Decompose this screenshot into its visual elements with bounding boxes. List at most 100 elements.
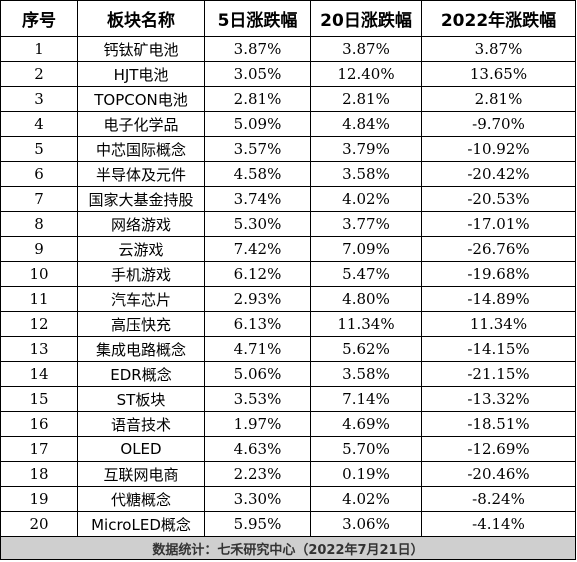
change-2022-cell: -13.32%: [421, 386, 576, 412]
table-row: 6 半导体及元件 4.58% 3.58% -20.42%: [0, 161, 576, 187]
table-row: 14 EDR概念 5.06% 3.58% -21.15%: [0, 361, 576, 387]
header-sector-name: 板块名称: [77, 0, 205, 37]
change-20day-cell: 3.58%: [310, 161, 422, 187]
row-index-cell: 4: [0, 111, 78, 137]
sector-name-cell: MicroLED概念: [77, 511, 205, 537]
table-row: 19 代糖概念 3.30% 4.02% -8.24%: [0, 486, 576, 512]
change-2022-cell: 13.65%: [421, 61, 576, 87]
change-20day-cell: 4.69%: [310, 411, 422, 437]
change-2022-cell: -26.76%: [421, 236, 576, 262]
change-2022-cell: -4.14%: [421, 511, 576, 537]
change-2022-cell: -19.68%: [421, 261, 576, 287]
change-5day-cell: 2.93%: [204, 286, 311, 312]
change-20day-cell: 0.19%: [310, 461, 422, 487]
sector-name-cell: 高压快充: [77, 311, 205, 337]
change-20day-cell: 3.06%: [310, 511, 422, 537]
sector-name-cell: OLED: [77, 436, 205, 462]
row-index-cell: 17: [0, 436, 78, 462]
change-2022-cell: -20.42%: [421, 161, 576, 187]
change-2022-cell: -14.15%: [421, 336, 576, 362]
change-5day-cell: 4.63%: [204, 436, 311, 462]
table-row: 8 网络游戏 5.30% 3.77% -17.01%: [0, 211, 576, 237]
change-20day-cell: 12.40%: [310, 61, 422, 87]
change-2022-cell: -20.53%: [421, 186, 576, 212]
row-index-cell: 19: [0, 486, 78, 512]
change-5day-cell: 1.97%: [204, 411, 311, 437]
change-20day-cell: 4.02%: [310, 186, 422, 212]
change-2022-cell: -12.69%: [421, 436, 576, 462]
table-row: 4 电子化学品 5.09% 4.84% -9.70%: [0, 111, 576, 137]
change-20day-cell: 7.09%: [310, 236, 422, 262]
row-index-cell: 13: [0, 336, 78, 362]
change-2022-cell: -21.15%: [421, 361, 576, 387]
sector-name-cell: 代糖概念: [77, 486, 205, 512]
sector-name-cell: 半导体及元件: [77, 161, 205, 187]
table-row: 9 云游戏 7.42% 7.09% -26.76%: [0, 236, 576, 262]
change-20day-cell: 5.47%: [310, 261, 422, 287]
row-index-cell: 9: [0, 236, 78, 262]
change-20day-cell: 4.02%: [310, 486, 422, 512]
change-2022-cell: 2.81%: [421, 86, 576, 112]
change-5day-cell: 6.12%: [204, 261, 311, 287]
row-index-cell: 16: [0, 411, 78, 437]
table-row: 7 国家大基金持股 3.74% 4.02% -20.53%: [0, 186, 576, 212]
change-20day-cell: 4.84%: [310, 111, 422, 137]
row-index-cell: 15: [0, 386, 78, 412]
change-5day-cell: 3.30%: [204, 486, 311, 512]
change-5day-cell: 5.09%: [204, 111, 311, 137]
sector-name-cell: 互联网电商: [77, 461, 205, 487]
row-index-cell: 14: [0, 361, 78, 387]
change-5day-cell: 3.05%: [204, 61, 311, 87]
change-2022-cell: -8.24%: [421, 486, 576, 512]
change-5day-cell: 3.53%: [204, 386, 311, 412]
row-index-cell: 20: [0, 511, 78, 537]
change-20day-cell: 5.62%: [310, 336, 422, 362]
table-row: 3 TOPCON电池 2.81% 2.81% 2.81%: [0, 86, 576, 112]
row-index-cell: 12: [0, 311, 78, 337]
change-20day-cell: 3.77%: [310, 211, 422, 237]
change-5day-cell: 7.42%: [204, 236, 311, 262]
row-index-cell: 7: [0, 186, 78, 212]
change-5day-cell: 2.81%: [204, 86, 311, 112]
change-2022-cell: 3.87%: [421, 36, 576, 62]
table-row: 17 OLED 4.63% 5.70% -12.69%: [0, 436, 576, 462]
change-20day-cell: 3.87%: [310, 36, 422, 62]
row-index-cell: 11: [0, 286, 78, 312]
sector-name-cell: 电子化学品: [77, 111, 205, 137]
change-20day-cell: 7.14%: [310, 386, 422, 412]
change-2022-cell: -17.01%: [421, 211, 576, 237]
change-20day-cell: 11.34%: [310, 311, 422, 337]
table-row: 12 高压快充 6.13% 11.34% 11.34%: [0, 311, 576, 337]
change-5day-cell: 3.57%: [204, 136, 311, 162]
sector-name-cell: 钙钛矿电池: [77, 36, 205, 62]
table-row: 2 HJT电池 3.05% 12.40% 13.65%: [0, 61, 576, 87]
table-row: 15 ST板块 3.53% 7.14% -13.32%: [0, 386, 576, 412]
sector-name-cell: 网络游戏: [77, 211, 205, 237]
change-20day-cell: 2.81%: [310, 86, 422, 112]
table-body: 1 钙钛矿电池 3.87% 3.87% 3.87% 2 HJT电池 3.05% 12.40% 13…: [0, 36, 576, 537]
change-2022-cell: -20.46%: [421, 461, 576, 487]
header-5day-change: 5日涨跌幅: [204, 0, 311, 37]
change-20day-cell: 5.70%: [310, 436, 422, 462]
change-20day-cell: 3.79%: [310, 136, 422, 162]
change-20day-cell: 3.58%: [310, 361, 422, 387]
table-row: 20 MicroLED概念 5.95% 3.06% -4.14%: [0, 511, 576, 537]
change-5day-cell: 4.58%: [204, 161, 311, 187]
sector-name-cell: 语音技术: [77, 411, 205, 437]
row-index-cell: 10: [0, 261, 78, 287]
change-5day-cell: 3.87%: [204, 36, 311, 62]
sector-name-cell: EDR概念: [77, 361, 205, 387]
sector-name-cell: ST板块: [77, 386, 205, 412]
sector-name-cell: 集成电路概念: [77, 336, 205, 362]
table-row: 18 互联网电商 2.23% 0.19% -20.46%: [0, 461, 576, 487]
row-index-cell: 8: [0, 211, 78, 237]
sector-name-cell: 手机游戏: [77, 261, 205, 287]
row-index-cell: 3: [0, 86, 78, 112]
change-20day-cell: 4.80%: [310, 286, 422, 312]
table-row: 5 中芯国际概念 3.57% 3.79% -10.92%: [0, 136, 576, 162]
header-index: 序号: [0, 0, 78, 37]
row-index-cell: 18: [0, 461, 78, 487]
change-5day-cell: 2.23%: [204, 461, 311, 487]
data-source-note: 数据统计：七禾研究中心（2022年7月21日）: [0, 536, 576, 560]
